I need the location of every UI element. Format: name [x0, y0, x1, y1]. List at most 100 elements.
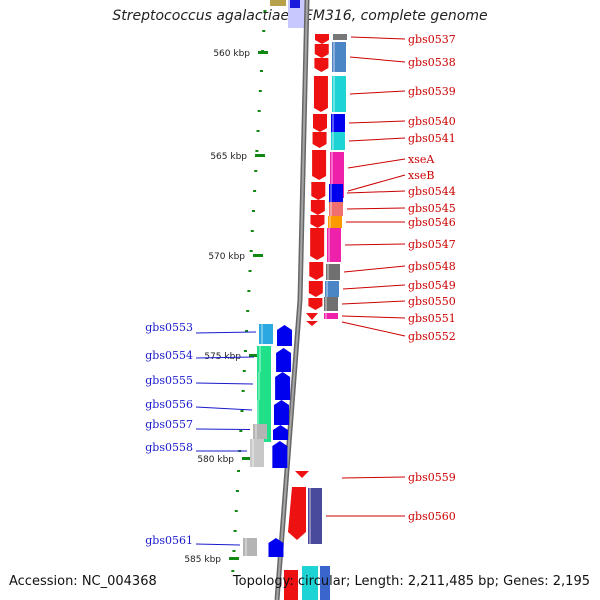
scale-dot [259, 70, 263, 72]
reverse-gene-label: gbs0553 [145, 321, 193, 334]
forward-gene-box [324, 313, 338, 319]
leader-line [348, 137, 406, 142]
leader-line [195, 406, 253, 411]
scale-dot [250, 230, 254, 232]
scale-tick [242, 457, 252, 460]
leader-line [341, 476, 406, 479]
reverse-gene-box [257, 346, 271, 442]
reverse-gene-label: gbs0558 [145, 441, 193, 454]
scale-dot [243, 350, 247, 352]
scale-dot [258, 90, 262, 92]
forward-arrow [308, 298, 323, 310]
forward-gene-shine [325, 313, 327, 319]
scale-dot [249, 250, 253, 252]
forward-gene-shine [333, 76, 335, 112]
reverse-arrow [274, 400, 289, 425]
leader-line [341, 315, 406, 319]
reverse-gene-label: gbs0561 [145, 534, 193, 547]
forward-arrow [306, 313, 318, 320]
forward-arrow [288, 487, 306, 540]
forward-gene-label: xseB [408, 169, 434, 182]
reverse-gene-box [259, 324, 273, 344]
scale-dot [262, 30, 266, 32]
forward-gene-label: gbs0550 [408, 295, 456, 308]
scale-tick [255, 154, 265, 157]
forward-gene-box [326, 264, 340, 280]
scale-dot [241, 390, 245, 392]
scale-dot [233, 530, 237, 532]
scale-tick [258, 51, 268, 54]
leader-line [347, 158, 406, 169]
forward-gene-label: gbs0549 [408, 279, 456, 292]
leader-line [341, 321, 406, 337]
leader-line [195, 543, 241, 546]
scale-tick-label: 560 kbp [213, 49, 250, 59]
forward-gene-label: gbs0552 [408, 330, 456, 343]
reverse-gene-box [253, 424, 267, 439]
scale-tick-label: 585 kbp [184, 555, 221, 565]
forward-arrow [306, 321, 318, 326]
forward-gene-label: xseA [408, 153, 435, 166]
forward-gene-shine [330, 184, 332, 202]
reverse-gene-box [243, 538, 257, 556]
forward-gene-box [325, 281, 339, 297]
partial-feature [302, 566, 318, 600]
forward-gene-label: gbs0541 [408, 132, 456, 145]
forward-gene-box [308, 488, 322, 544]
reverse-gene-label: gbs0555 [145, 374, 193, 387]
forward-arrow [311, 182, 326, 200]
scale-tick-label: 575 kbp [204, 352, 241, 362]
forward-gene-shine [330, 202, 332, 216]
forward-arrow [310, 228, 325, 260]
forward-gene-box [329, 184, 343, 202]
leader-line [349, 90, 406, 95]
scale-tick [253, 254, 263, 257]
reverse-gene-label: gbs0557 [145, 418, 193, 431]
forward-gene-label: gbs0537 [408, 33, 456, 46]
leader-line [346, 190, 406, 194]
scale-dot [240, 410, 244, 412]
forward-arrow [295, 471, 309, 478]
scale-dot [237, 470, 241, 472]
topology-text: Topology: circular; Length: 2,211,485 bp… [232, 574, 590, 589]
scale-dot [245, 330, 249, 332]
forward-gene-shine [327, 264, 329, 280]
leader-line [195, 331, 257, 334]
reverse-gene-shine [258, 372, 260, 400]
reverse-gene-label: gbs0554 [145, 349, 193, 362]
scale-dot [256, 130, 260, 132]
reverse-arrow [273, 425, 288, 440]
reverse-gene-shine [252, 439, 254, 467]
scale-tick-label: 570 kbp [208, 252, 245, 262]
forward-gene-shine [332, 114, 334, 132]
leader-line [347, 174, 406, 192]
forward-gene-box [324, 297, 338, 311]
leader-line [195, 382, 254, 385]
scale-tick-label: 580 kbp [197, 455, 234, 465]
leader-line [342, 284, 406, 290]
forward-gene-box [333, 34, 347, 40]
reverse-gene-shine [255, 424, 257, 439]
leader-line [195, 356, 255, 359]
forward-gene-shine [329, 216, 331, 228]
leader-line [341, 300, 406, 305]
scale-dot [242, 370, 246, 372]
scale-dot [257, 110, 261, 112]
forward-arrow [314, 44, 329, 58]
reverse-arrow [277, 325, 292, 346]
reverse-arrow [276, 348, 292, 372]
scale-dot [263, 10, 267, 12]
forward-arrow [314, 58, 329, 72]
accession-text: Accession: NC_004368 [9, 574, 157, 589]
forward-arrow [315, 34, 329, 44]
forward-gene-shine [326, 281, 328, 297]
scale-dot [253, 190, 257, 192]
forward-gene-box [329, 202, 343, 216]
forward-gene-label: gbs0551 [408, 312, 456, 325]
forward-gene-shine [325, 297, 327, 311]
forward-gene-label: gbs0559 [408, 471, 456, 484]
forward-arrow [312, 150, 327, 180]
scale-dot [254, 170, 258, 172]
forward-gene-box [331, 114, 345, 132]
forward-arrow [310, 200, 325, 215]
